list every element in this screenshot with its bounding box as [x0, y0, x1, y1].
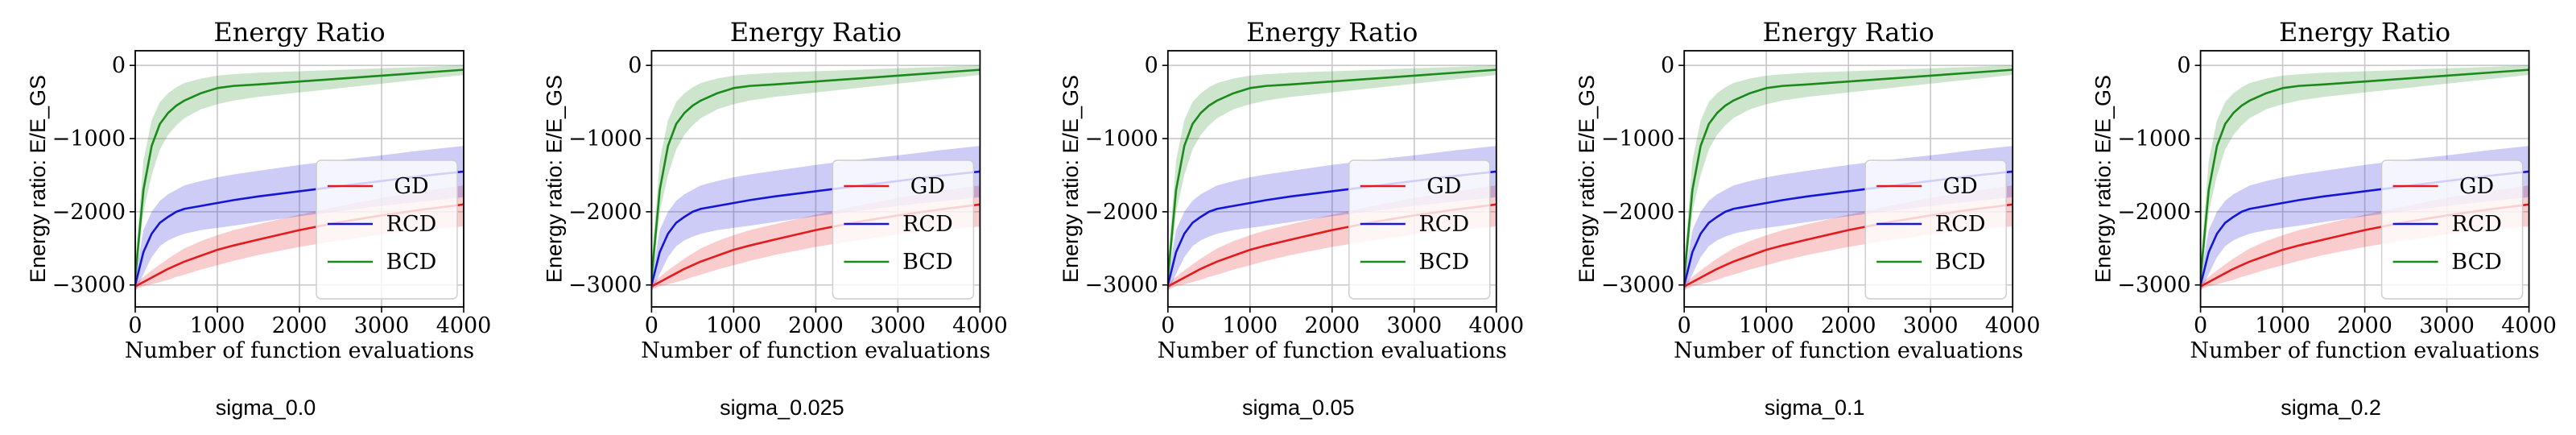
legend-label-rcd: RCD: [2451, 212, 2502, 237]
x-tick-label: 3000: [870, 313, 926, 338]
legend-box: [2380, 160, 2524, 300]
legend-label-gd: GD: [394, 174, 428, 199]
chart-title: Energy Ratio: [1763, 17, 1934, 48]
bcd-line: [1167, 68, 1496, 278]
panel-2: 0 1000 2000 3000 40000−1000−2000−3000Energy …: [542, 17, 1007, 420]
x-tick-label: 2000: [2337, 313, 2392, 338]
x-tick-label: 1000: [190, 313, 246, 338]
panel-caption: sigma_0.2: [2281, 396, 2381, 420]
x-tick-label: 0: [2194, 313, 2207, 338]
x-tick-label: 0: [1678, 313, 1691, 338]
x-tick-label: 3000: [1386, 313, 1442, 338]
x-axis-label: Number of function evaluations: [1158, 338, 1507, 363]
x-tick-label: 4000: [2501, 313, 2557, 338]
panel-1: 0 1000 2000 3000 40000−1000−2000−3000Energy …: [26, 17, 491, 420]
y-tick-label: −3000: [1084, 273, 1158, 298]
x-tick-label: 4000: [1468, 313, 1524, 338]
legend-label-rcd: RCD: [386, 212, 437, 237]
y-axis-label: Energy ratio: E/E_GS: [542, 75, 566, 283]
y-tick-label: −1000: [1601, 126, 1674, 151]
y-tick-label: 0: [628, 53, 642, 78]
y-tick-label: 0: [1661, 53, 1674, 78]
x-tick-label: 2000: [272, 313, 328, 338]
chart-title: Energy Ratio: [730, 17, 902, 48]
y-tick-label: −2000: [2117, 200, 2190, 225]
legend-label-rcd: RCD: [1935, 212, 1986, 237]
x-tick-label: 3000: [354, 313, 410, 338]
y-axis-label: Energy ratio: E/E_GS: [2091, 75, 2116, 283]
x-tick-label: 2000: [788, 313, 844, 338]
legend-label-bcd: BCD: [1935, 250, 1986, 275]
panel-5: 0 1000 2000 3000 40000−1000−2000−3000Energy …: [2091, 17, 2557, 420]
chart-title: Energy Ratio: [2279, 17, 2450, 48]
chart-title: Energy Ratio: [213, 17, 385, 48]
x-tick-label: 0: [128, 313, 142, 338]
y-tick-label: −1000: [2117, 126, 2190, 151]
panel-caption: sigma_0.05: [1242, 396, 1355, 420]
x-axis-label: Number of function evaluations: [125, 338, 474, 363]
y-tick-label: −3000: [568, 273, 642, 298]
bcd-line: [2200, 68, 2529, 278]
legend-label-gd: GD: [1943, 174, 1978, 199]
x-tick-label: 1000: [2255, 313, 2310, 338]
x-axis-label: Number of function evaluations: [1674, 338, 2023, 363]
x-tick-label: 1000: [1739, 313, 1794, 338]
x-tick-label: 2000: [1821, 313, 1876, 338]
x-tick-label: 4000: [1985, 313, 2041, 338]
legend-label-bcd: BCD: [386, 250, 437, 275]
panel-caption: sigma_0.025: [720, 396, 844, 420]
legend-label-bcd: BCD: [2451, 250, 2502, 275]
bcd-line: [1684, 68, 2013, 278]
y-tick-label: −3000: [2117, 273, 2190, 298]
chart-title: Energy Ratio: [1246, 17, 1418, 48]
y-tick-label: −1000: [1084, 126, 1158, 151]
legend-label-rcd: RCD: [902, 212, 953, 237]
x-axis-label: Number of function evaluations: [641, 338, 990, 363]
legend-box: [1864, 160, 2007, 300]
panel-caption: sigma_0.1: [1765, 396, 1865, 420]
y-axis-label: Energy ratio: E/E_GS: [1575, 75, 1599, 283]
legend-box: [1348, 160, 1491, 300]
x-tick-label: 0: [1161, 313, 1174, 338]
y-tick-label: −2000: [1601, 200, 1674, 225]
y-axis-label: Energy ratio: E/E_GS: [26, 75, 50, 283]
legend-label-bcd: BCD: [1418, 250, 1469, 275]
legend-label-bcd: BCD: [902, 250, 953, 275]
y-tick-label: −3000: [1601, 273, 1674, 298]
x-tick-label: 4000: [436, 313, 492, 338]
x-tick-label: 1000: [706, 313, 762, 338]
x-axis-label: Number of function evaluations: [2190, 338, 2539, 363]
x-tick-label: 0: [645, 313, 658, 338]
legend-label-rcd: RCD: [1418, 212, 1469, 237]
y-tick-label: −2000: [1084, 200, 1158, 225]
y-axis-label: Energy ratio: E/E_GS: [1059, 75, 1083, 283]
y-tick-label: −2000: [52, 200, 126, 225]
y-tick-label: −1000: [52, 126, 126, 151]
y-tick-label: 0: [112, 53, 126, 78]
bcd-line: [135, 68, 464, 278]
bcd-line: [651, 68, 980, 278]
y-tick-label: −1000: [568, 126, 642, 151]
legend-label-gd: GD: [910, 174, 945, 199]
y-tick-label: −2000: [568, 200, 642, 225]
x-tick-label: 2000: [1304, 313, 1360, 338]
x-tick-label: 3000: [1903, 313, 1959, 338]
panel-4: 0 1000 2000 3000 40000−1000−2000−3000Energy …: [1575, 17, 2040, 420]
legend-label-gd: GD: [2459, 174, 2494, 199]
y-tick-label: 0: [1145, 53, 1158, 78]
y-tick-label: −3000: [52, 273, 126, 298]
legend-label-gd: GD: [1426, 174, 1461, 199]
panel-caption: sigma_0.0: [216, 396, 316, 420]
legend-box: [832, 160, 975, 300]
panel-3: 0 1000 2000 3000 40000−1000−2000−3000Energy …: [1059, 17, 1524, 420]
legend-box: [316, 160, 458, 300]
x-tick-label: 1000: [1222, 313, 1278, 338]
y-tick-label: 0: [2177, 53, 2190, 78]
x-tick-label: 4000: [952, 313, 1008, 338]
x-tick-label: 3000: [2419, 313, 2475, 338]
